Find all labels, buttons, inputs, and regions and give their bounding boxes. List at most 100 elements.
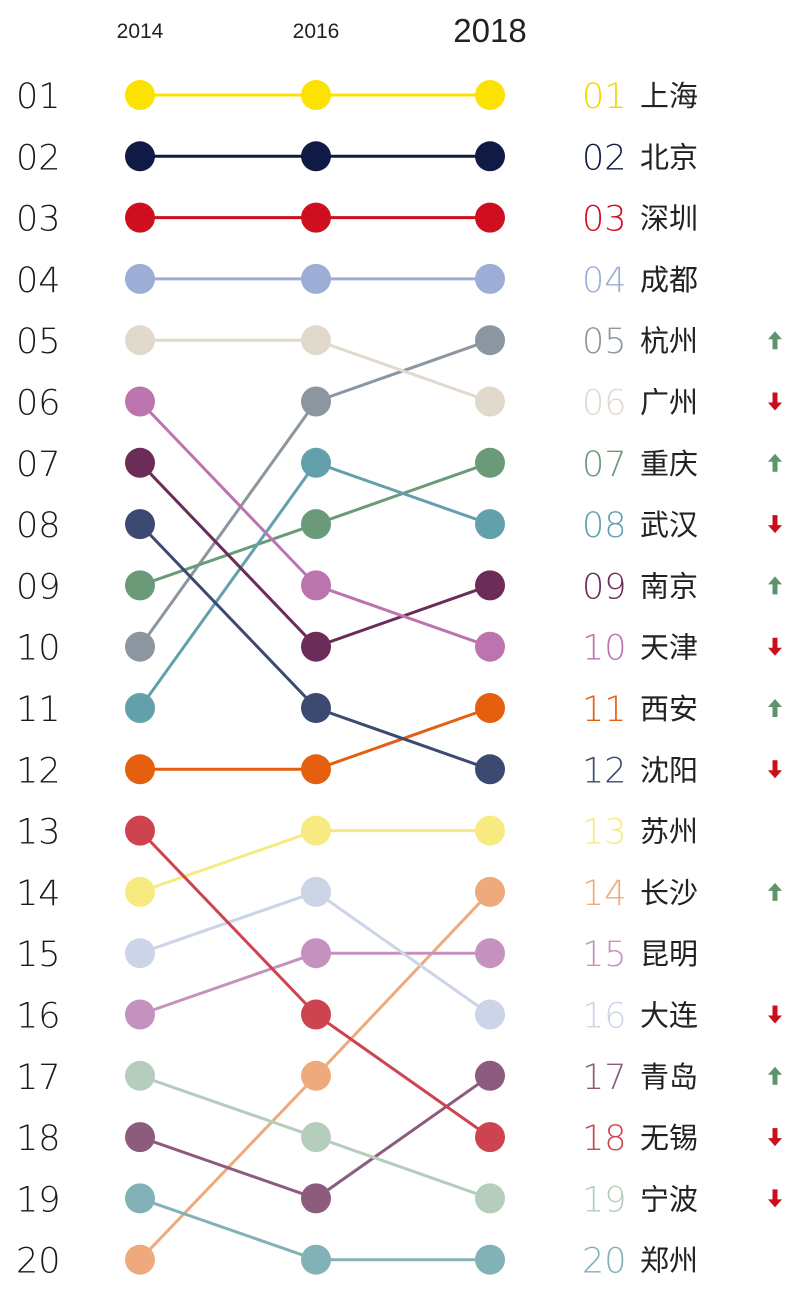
trend-down-icon-18 xyxy=(768,1128,782,1147)
legend-city-16: 大连 xyxy=(640,999,698,1033)
point-06-2018 xyxy=(475,386,505,417)
legend-rank-06: 06 xyxy=(582,384,627,424)
year-label-2016: 2016 xyxy=(293,20,340,43)
trend-down-icon-08 xyxy=(768,515,782,534)
point-15-2014 xyxy=(125,999,155,1030)
rank-label-03: 03 xyxy=(16,200,61,240)
point-12-2018 xyxy=(475,754,505,785)
legend-city-08: 武汉 xyxy=(640,508,698,542)
rank-label-20: 20 xyxy=(16,1242,61,1282)
rank-label-14: 14 xyxy=(16,874,61,914)
rank-label-18: 18 xyxy=(16,1119,61,1159)
point-10-2018 xyxy=(475,631,505,662)
point-04-2014 xyxy=(125,263,155,294)
legend-city-01: 上海 xyxy=(640,79,698,113)
legend-rank-11: 11 xyxy=(582,690,627,730)
legend-rank-01: 01 xyxy=(582,77,627,117)
trend-up-icon-05 xyxy=(768,331,782,350)
year-axis: 2014 2016 2018 xyxy=(117,12,527,49)
legend-rank-14: 14 xyxy=(582,874,627,914)
rank-label-10: 10 xyxy=(16,629,61,669)
rank-label-15: 15 xyxy=(16,935,61,975)
rank-label-07: 07 xyxy=(16,445,61,485)
point-17-2014 xyxy=(125,1122,155,1153)
point-20-2018 xyxy=(475,1244,505,1275)
point-16-2018 xyxy=(475,999,505,1030)
legend-city-05: 杭州 xyxy=(640,324,698,358)
point-20-2014 xyxy=(125,1183,155,1214)
point-02-2014 xyxy=(125,141,155,172)
rank-label-02: 02 xyxy=(16,138,61,178)
legend-city-15: 昆明 xyxy=(640,937,698,971)
series-line-18 xyxy=(138,829,491,1139)
series-points xyxy=(125,80,505,1275)
point-03-2018 xyxy=(475,202,505,233)
legend-city-17: 青岛 xyxy=(640,1060,698,1094)
point-04-2018 xyxy=(475,263,505,294)
trend-down-icon-12 xyxy=(768,760,782,779)
point-18-2016 xyxy=(301,999,331,1030)
year-label-2014: 2014 xyxy=(117,20,164,43)
point-09-2016 xyxy=(301,631,331,662)
legend-city-13: 苏州 xyxy=(640,815,698,849)
point-08-2016 xyxy=(301,447,331,478)
point-05-2014 xyxy=(125,631,155,662)
point-06-2014 xyxy=(125,325,155,356)
point-02-2018 xyxy=(475,141,505,172)
point-03-2014 xyxy=(125,202,155,233)
point-18-2014 xyxy=(125,815,155,846)
legend-rank-10: 10 xyxy=(582,629,627,669)
point-06-2016 xyxy=(301,325,331,356)
point-10-2014 xyxy=(125,386,155,417)
legend-city-07: 重庆 xyxy=(640,447,698,481)
legend-rank-02: 02 xyxy=(582,138,627,178)
point-19-2018 xyxy=(475,1183,505,1214)
legend-rank-19: 19 xyxy=(582,1180,627,1220)
point-17-2016 xyxy=(301,1183,331,1214)
legend-rank-13: 13 xyxy=(582,813,627,853)
point-16-2014 xyxy=(125,938,155,969)
point-18-2018 xyxy=(475,1122,505,1153)
series-line-09 xyxy=(138,461,491,649)
legend-city-06: 广州 xyxy=(640,386,698,420)
trend-down-icon-19 xyxy=(768,1189,782,1208)
point-07-2016 xyxy=(301,509,331,540)
trend-up-icon-07 xyxy=(768,453,782,472)
point-20-2016 xyxy=(301,1244,331,1275)
point-15-2018 xyxy=(475,938,505,969)
trend-down-icon-06 xyxy=(768,392,782,411)
legend-rank-12: 12 xyxy=(582,751,627,791)
point-09-2014 xyxy=(125,447,155,478)
legend-rank-05: 05 xyxy=(582,322,627,362)
point-19-2014 xyxy=(125,1060,155,1091)
point-07-2014 xyxy=(125,570,155,601)
legend-city-20: 郑州 xyxy=(640,1244,698,1278)
legend-city-11: 西安 xyxy=(640,692,698,726)
legend-rank-18: 18 xyxy=(582,1119,627,1159)
rank-label-19: 19 xyxy=(16,1180,61,1220)
trend-up-icon-17 xyxy=(768,1066,782,1085)
legend-rank-16: 16 xyxy=(582,997,627,1037)
trend-down-icon-16 xyxy=(768,1005,782,1024)
rank-label-16: 16 xyxy=(16,997,61,1037)
legend-city-04: 成都 xyxy=(640,263,698,297)
trend-down-icon-10 xyxy=(768,637,782,656)
point-19-2016 xyxy=(301,1122,331,1153)
point-08-2018 xyxy=(475,509,505,540)
point-05-2016 xyxy=(301,386,331,417)
legend-city-09: 南京 xyxy=(640,569,698,603)
point-05-2018 xyxy=(475,325,505,356)
rank-label-17: 17 xyxy=(16,1058,61,1098)
point-15-2016 xyxy=(301,938,331,969)
point-14-2014 xyxy=(125,1244,155,1275)
legend-rank-15: 15 xyxy=(582,935,627,975)
point-08-2014 xyxy=(125,693,155,723)
legend-rank-07: 07 xyxy=(582,445,627,485)
point-10-2016 xyxy=(301,570,331,601)
rank-label-08: 08 xyxy=(16,506,61,546)
rank-label-01: 01 xyxy=(16,77,61,117)
point-16-2016 xyxy=(301,876,331,907)
point-01-2016 xyxy=(301,80,331,110)
point-11-2018 xyxy=(475,693,505,723)
